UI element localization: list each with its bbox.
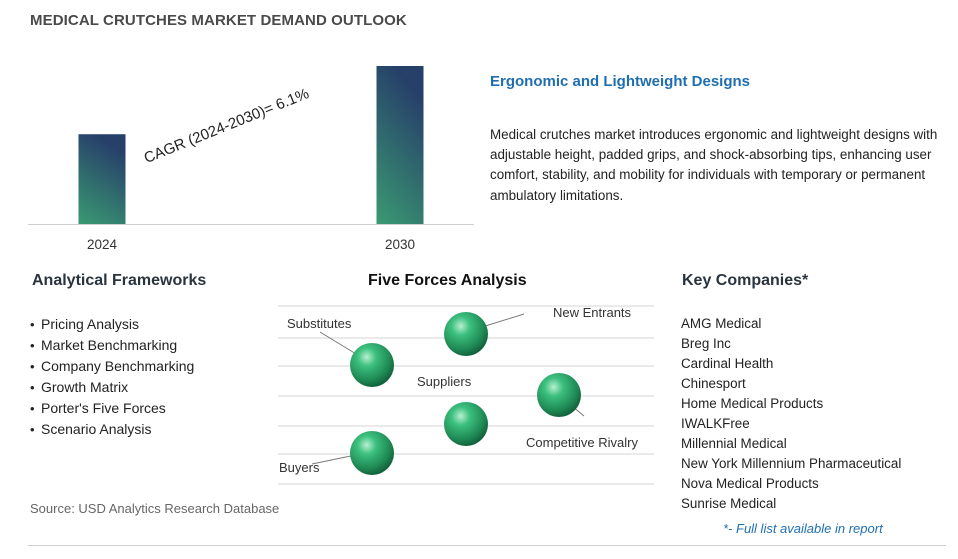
list-item: Breg Inc <box>681 336 731 351</box>
buyers-sphere <box>350 431 394 475</box>
list-item: Pricing Analysis <box>30 314 194 335</box>
feature-title: Ergonomic and Lightweight Designs <box>490 73 751 90</box>
list-item: Chinesport <box>681 376 746 391</box>
companies-heading: Key Companies* <box>682 272 809 289</box>
new-entrants-label: New Entrants <box>553 305 632 320</box>
x-tick-label: 2030 <box>385 237 415 252</box>
list-item: Growth Matrix <box>30 377 194 398</box>
list-item: Nova Medical Products <box>681 476 819 491</box>
competitive-rivalry-sphere <box>537 373 581 417</box>
bar-2030 <box>376 66 424 224</box>
buyers-label: Buyers <box>279 460 320 475</box>
source-note: Source: USD Analytics Research Database <box>30 501 280 516</box>
list-item: IWALKFree <box>681 416 750 431</box>
five-forces-heading: Five Forces Analysis <box>368 272 527 289</box>
list-item: Market Benchmarking <box>30 335 194 356</box>
bar-2024 <box>78 134 126 224</box>
suppliers-sphere <box>444 402 488 446</box>
competitive-rivalry-label: Competitive Rivalry <box>526 435 638 450</box>
list-item: AMG Medical <box>681 316 762 331</box>
list-item: Scenario Analysis <box>30 419 194 440</box>
list-item: Cardinal Health <box>681 356 774 371</box>
bottom-divider <box>28 545 946 546</box>
frameworks-list: Pricing Analysis Market Benchmarking Com… <box>30 314 194 440</box>
list-item: Sunrise Medical <box>681 496 777 511</box>
feature-description: Medical crutches market introduces ergon… <box>490 127 938 203</box>
list-item: Company Benchmarking <box>30 356 194 377</box>
x-tick-label: 2024 <box>87 237 118 252</box>
page-title: MEDICAL CRUTCHES MARKET DEMAND OUTLOOK <box>30 12 407 29</box>
list-item: Home Medical Products <box>681 396 824 411</box>
substitutes-label: Substitutes <box>287 316 352 331</box>
new-entrants-sphere <box>444 312 488 356</box>
list-item: Porter's Five Forces <box>30 398 194 419</box>
frameworks-heading: Analytical Frameworks <box>32 272 207 289</box>
companies-list: AMG Medical Breg Inc Cardinal Health Chi… <box>681 314 901 514</box>
list-item: New York Millennium Pharmaceutical <box>681 456 902 471</box>
list-item: Millennial Medical <box>681 436 787 451</box>
suppliers-label: Suppliers <box>417 374 472 389</box>
companies-note: *- Full list available in report <box>723 521 883 536</box>
five-forces-diagram <box>278 305 654 485</box>
bar-chart: 2024 2030 <box>28 66 474 252</box>
substitutes-sphere <box>350 343 394 387</box>
